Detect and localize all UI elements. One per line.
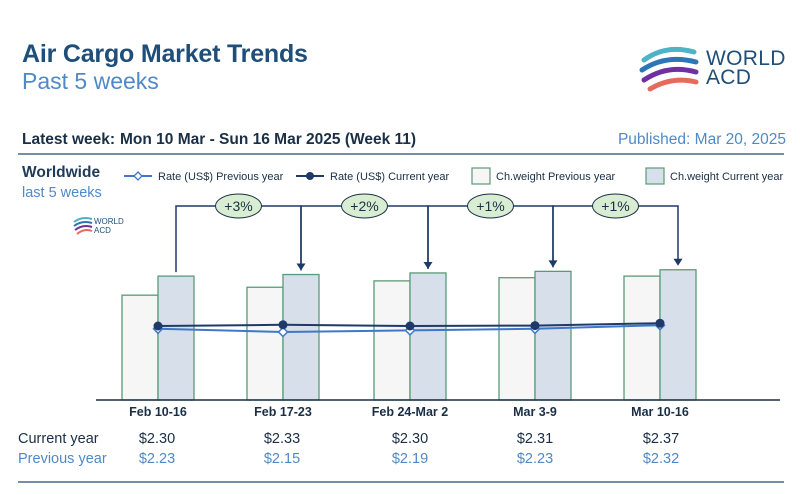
logo-text-acd: ACD [706, 66, 752, 89]
worldacd-watermark-icon: WORLD ACD [73, 217, 124, 235]
chargeable-weight-current-bar [157, 275, 195, 401]
latest-week-value: Mon 10 Mar - Sun 16 Mar 2025 (Week 11) [120, 131, 417, 148]
legend-label: Ch.weight Previous year [496, 171, 616, 183]
logo-text-world: WORLD [706, 47, 786, 70]
current-rate-value: $2.30 [391, 431, 429, 447]
chargeable-weight-previous-bar [121, 294, 159, 401]
market-trend-chart: Feb 10-16 Feb 17-23 Feb 24-Mar 2 Mar 3-9 Mar… [96, 167, 783, 419]
legend-label: Ch.weight Current year [670, 171, 783, 183]
rate-current-year-point [655, 318, 665, 328]
current-rate-value: $2.31 [516, 431, 554, 447]
previous-rate-value: $2.15 [263, 451, 301, 467]
page-subtitle: Past 5 weeks [22, 68, 159, 94]
rate-current-year-point [278, 320, 288, 330]
watermark-text-world: WORLD [94, 217, 124, 226]
legend-rate-current-marker [306, 172, 314, 180]
chargeable-weight-previous-bar [246, 286, 284, 401]
rate-current-year-point [153, 321, 163, 331]
previous-rate-value: $2.19 [391, 451, 429, 467]
chargeable-weight-current-bar [409, 272, 447, 401]
legend-label: Rate (US$) Previous year [158, 171, 284, 183]
x-tick-label: Feb 10-16 [129, 405, 187, 419]
change-arrowhead [673, 258, 683, 266]
region-period: last 5 weeks [22, 185, 102, 201]
chargeable-weight-current-bar [282, 273, 320, 401]
chargeable-weight-current-bar [534, 270, 572, 401]
change-bubble [215, 193, 262, 219]
change-percent-label: +3% [224, 198, 252, 214]
legend-label: Rate (US$) Current year [330, 171, 450, 183]
x-tick-label: Feb 17-23 [254, 405, 312, 419]
legend-weight-previous-swatch [471, 167, 491, 185]
region-name: Worldwide [22, 164, 101, 181]
watermark-text-acd: ACD [94, 226, 111, 235]
change-bubble [467, 193, 514, 219]
x-tick-label: Mar 3-9 [513, 405, 557, 419]
current-year-label: Current year [18, 431, 99, 447]
change-bubble [341, 193, 388, 219]
latest-week-label: Latest week: [22, 131, 116, 148]
rate-current-year-point [405, 321, 415, 331]
rate-current-year-point [530, 321, 540, 331]
current-rate-value: $2.37 [642, 431, 680, 447]
change-bubble [592, 193, 639, 219]
previous-rate-value: $2.32 [642, 451, 680, 467]
previous-rate-value: $2.23 [138, 451, 176, 467]
footer-divider [18, 481, 784, 483]
rate-previous-year-point [277, 326, 289, 338]
current-rate-value: $2.30 [138, 431, 176, 447]
worldacd-logo-icon [639, 46, 699, 92]
previous-rate-value: $2.23 [516, 451, 554, 467]
published-date: Published: Mar 20, 2025 [617, 131, 786, 148]
x-tick-label: Mar 10-16 [631, 405, 689, 419]
legend-weight-current-swatch [645, 167, 665, 185]
chargeable-weight-previous-bar [498, 277, 536, 401]
chargeable-weight-previous-bar [623, 275, 661, 401]
previous-year-label: Previous year [18, 451, 107, 467]
chargeable-weight-previous-bar [373, 280, 411, 401]
x-tick-label: Feb 24-Mar 2 [372, 405, 448, 419]
chargeable-weight-current-bar [659, 269, 697, 401]
header-divider [18, 153, 784, 155]
legend-rate-previous-marker [133, 171, 143, 181]
change-percent-label: +2% [350, 198, 378, 214]
page-title: Air Cargo Market Trends [22, 40, 308, 68]
current-rate-value: $2.33 [263, 431, 301, 447]
change-percent-label: +1% [476, 198, 504, 214]
change-percent-label: +1% [601, 198, 629, 214]
